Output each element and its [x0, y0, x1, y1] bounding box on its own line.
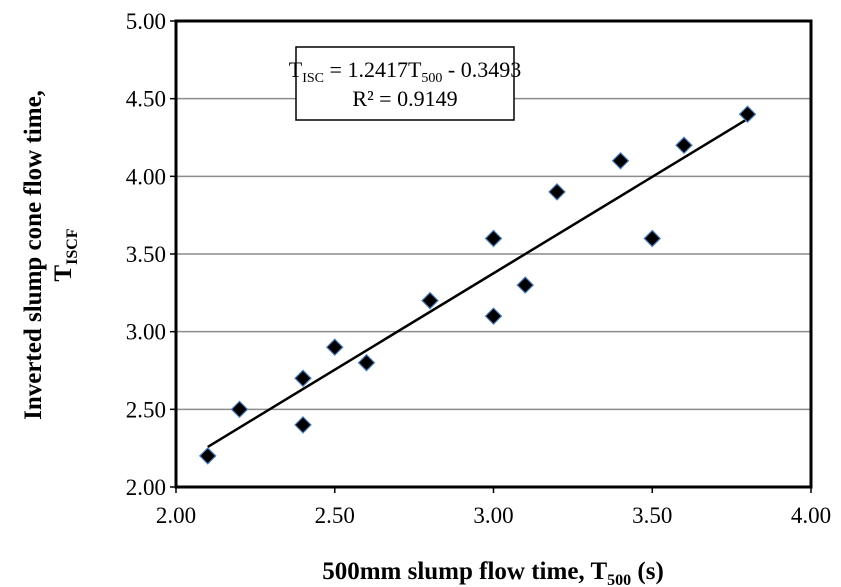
y-axis-title-line1: Inverted slump cone flow time, [20, 90, 47, 420]
data-point-marker [675, 136, 693, 155]
data-point-marker [738, 105, 757, 124]
equation-box [295, 46, 515, 121]
trendline-equation: TISC = 1.2417T500 - 0.3493 [289, 57, 521, 86]
trendline [207, 117, 749, 448]
y-tick-label: 3.00 [126, 320, 166, 345]
x-tick-label: 4.00 [791, 503, 831, 528]
y-axis-title-t: T [50, 265, 77, 282]
data-point-marker [548, 183, 566, 201]
r-squared-label: R² = 0.9149 [352, 86, 457, 111]
data-point-marker [357, 353, 376, 372]
data-point-marker [325, 338, 344, 357]
x-tick-label: 3.00 [473, 503, 513, 528]
data-point-marker [611, 151, 630, 170]
data-point-marker [484, 229, 503, 248]
data-point-marker [230, 400, 249, 419]
y-tick-label: 4.00 [126, 164, 166, 189]
equation-t-sub: ISC [302, 71, 324, 86]
x-axis-title: 500mm slump flow time, T500 (s) [322, 558, 664, 587]
x-tick-label: 2.00 [156, 503, 196, 528]
equation-t: T [289, 57, 303, 82]
equation-mid: = 1.2417T [324, 57, 422, 82]
y-tick-label: 3.50 [126, 242, 166, 267]
data-point-marker [294, 416, 312, 434]
data-point-marker [198, 447, 217, 465]
data-point-marker [643, 229, 662, 248]
x-axis-title-sub: 500 [607, 572, 631, 587]
axis-ticks: 2.00 2.50 3.00 3.50 4.00 4.50 5.00 2.00 2.50 3.00… [126, 9, 831, 528]
equation-tail: - 0.3493 [442, 57, 521, 82]
x-tick-label: 3.50 [632, 503, 672, 528]
equation-mid-sub: 500 [421, 71, 442, 86]
x-tick-label: 2.50 [315, 503, 355, 528]
y-axis-title: Inverted slump cone flow time, TISCF [20, 90, 81, 420]
data-point-marker [516, 276, 535, 294]
data-point-marker [484, 307, 503, 325]
data-points [198, 105, 757, 465]
y-tick-label: 2.00 [126, 475, 166, 500]
y-tick-label: 4.50 [126, 87, 166, 112]
y-tick-label: 5.00 [126, 9, 166, 34]
x-axis-title-text: 500mm slump flow time, T [322, 558, 607, 585]
y-axis-title-sub: ISCF [64, 228, 81, 265]
y-axis-title-line2: TISCF [50, 228, 81, 281]
data-point-marker [294, 369, 312, 388]
x-axis-title-suffix: (s) [631, 558, 664, 585]
y-tick-label: 2.50 [126, 397, 166, 422]
data-point-marker [421, 291, 439, 310]
